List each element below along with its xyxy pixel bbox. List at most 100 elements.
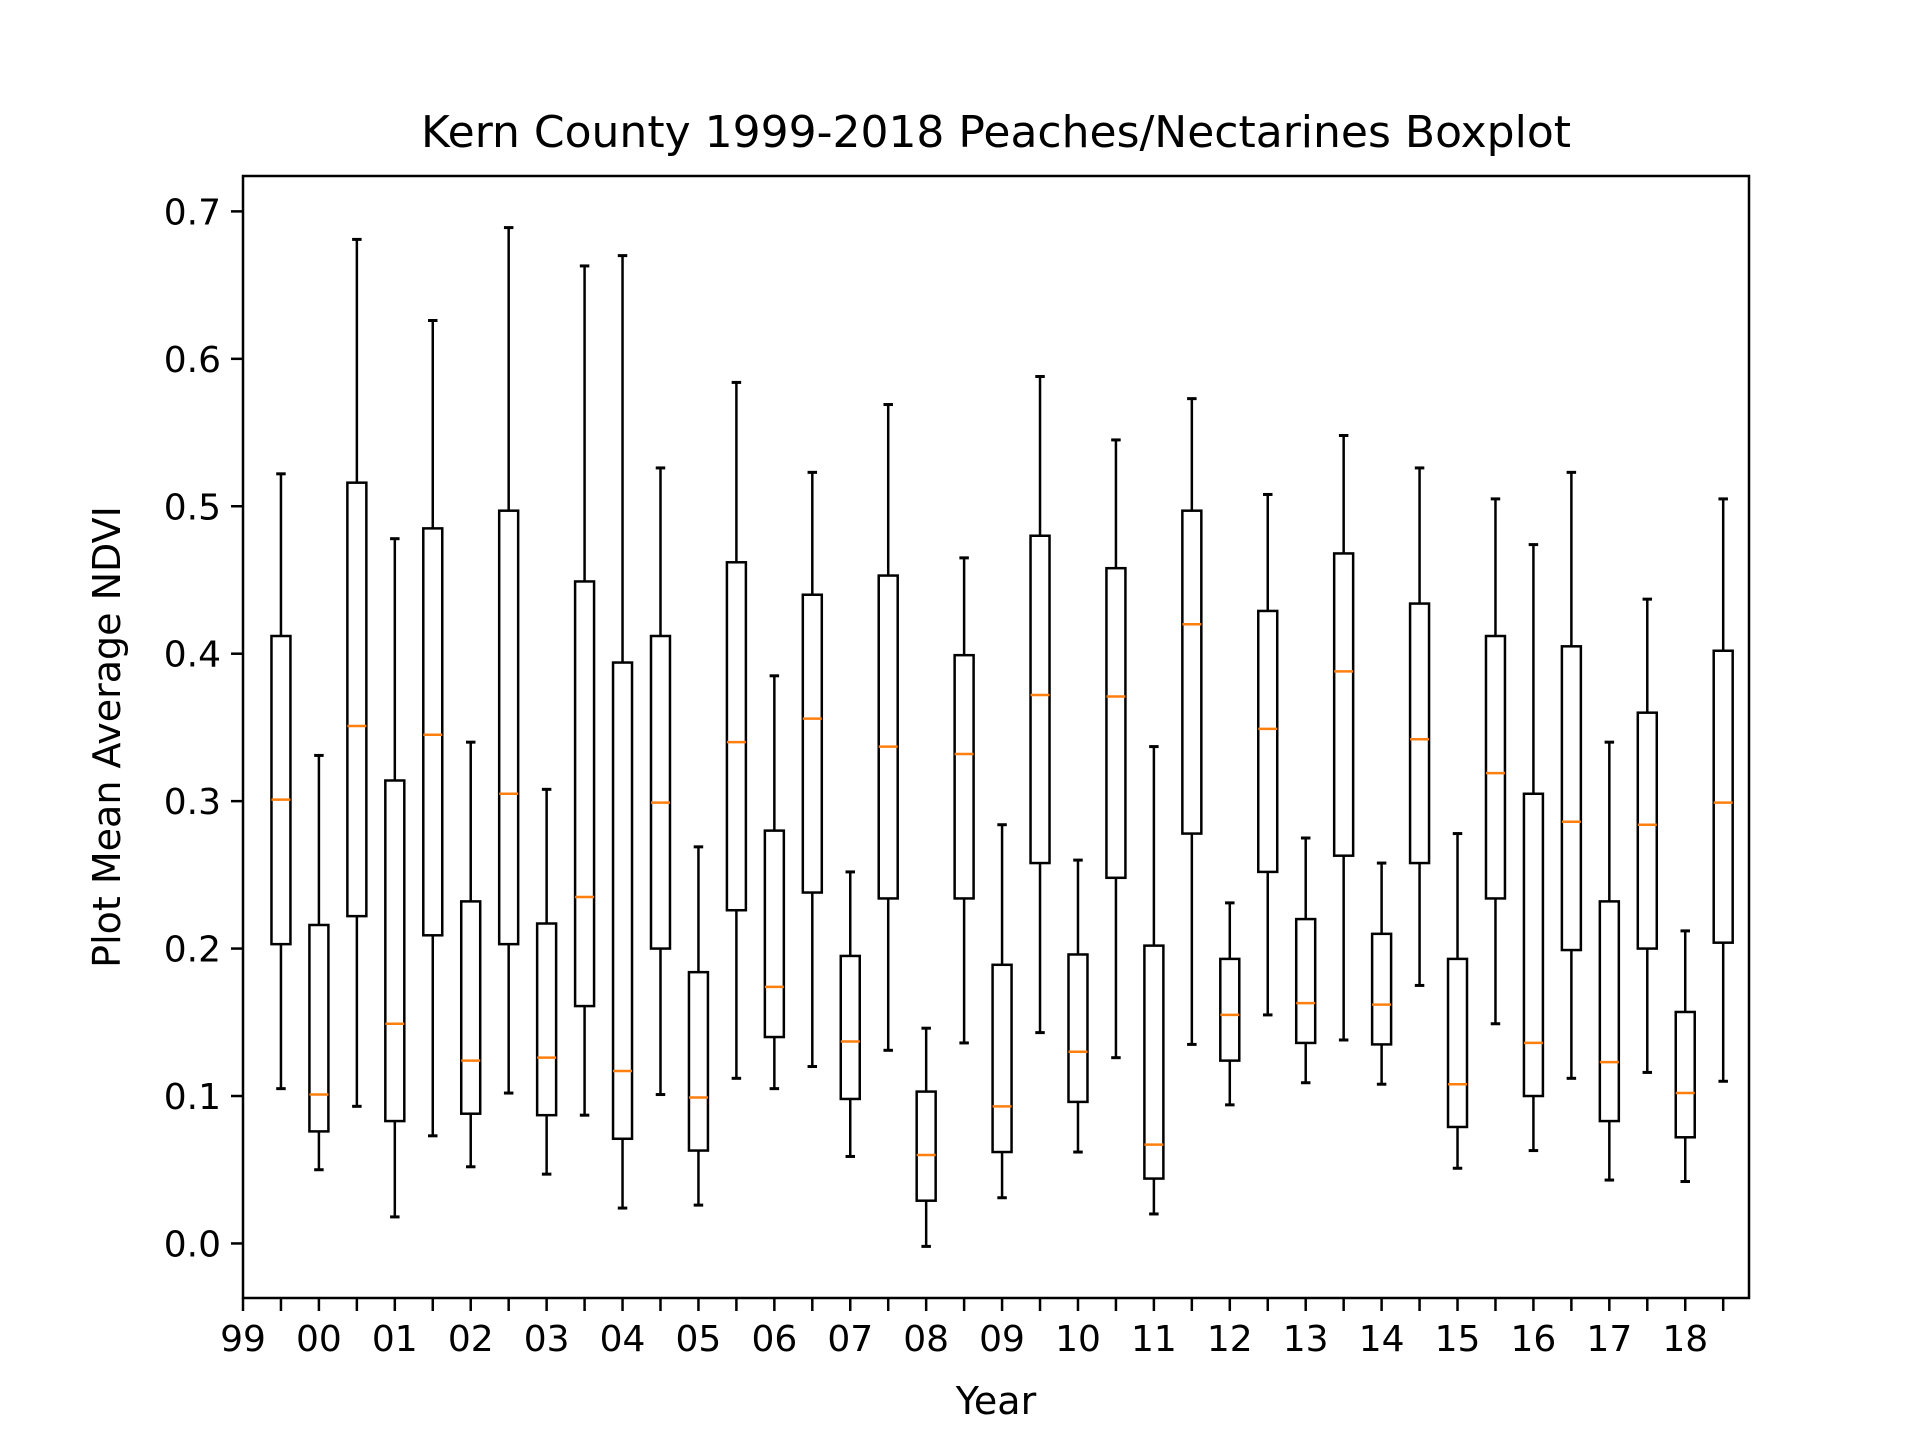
box-item: [1105, 438, 1127, 1060]
box-body: [1484, 634, 1507, 900]
y-tick-label: 0.4: [164, 635, 221, 676]
box-item: [270, 472, 292, 1091]
box-item: [1332, 433, 1355, 1042]
box-body: [1067, 953, 1089, 1104]
box-item: [1446, 832, 1469, 1170]
box-item: [839, 870, 861, 1158]
x-tick-label: 11: [1131, 1319, 1177, 1360]
box-item: [1484, 497, 1507, 1026]
x-tick-label: 00: [296, 1319, 342, 1360]
chart-title: Kern County 1999-2018 Peaches/Nectarines…: [421, 107, 1571, 158]
y-axis-label: Plot Mean Average NDVI: [85, 506, 129, 968]
box-body: [915, 1090, 937, 1202]
box-body: [953, 653, 975, 900]
box-body: [1598, 900, 1621, 1123]
box-body: [611, 661, 634, 1141]
box-item: [497, 226, 520, 1095]
box-body: [877, 574, 899, 900]
x-tick-label: 04: [600, 1319, 646, 1360]
x-tick-label: 07: [827, 1319, 873, 1360]
box-body: [1408, 602, 1431, 865]
box-item: [346, 237, 368, 1108]
x-tick-label: 03: [524, 1319, 570, 1360]
box-item: [1294, 836, 1317, 1085]
box-item: [953, 556, 975, 1045]
box-item: [1712, 497, 1734, 1083]
x-tick-label: 10: [1055, 1319, 1101, 1360]
box-body: [763, 829, 786, 1039]
box-body: [839, 954, 861, 1101]
box-item: [687, 845, 710, 1207]
box-body: [1143, 944, 1165, 1180]
box-body: [308, 923, 330, 1133]
x-tick-label: 17: [1586, 1319, 1632, 1360]
box-body: [422, 527, 444, 937]
box-body: [1332, 552, 1355, 857]
box-item: [573, 264, 596, 1117]
box-body: [1674, 1010, 1696, 1139]
box-item: [1181, 397, 1203, 1046]
x-tick-label: 13: [1283, 1319, 1329, 1360]
y-tick-label: 0.6: [164, 340, 221, 381]
y-axis: 0.0 0.1 0.2 0.3 0.4 0.5 0.6 0.7: [164, 192, 243, 1265]
box-body: [1370, 932, 1393, 1046]
x-tick-label: 14: [1359, 1319, 1405, 1360]
y-tick-label: 0.3: [164, 782, 221, 823]
box-body: [346, 481, 368, 918]
x-tick-label: 05: [676, 1319, 722, 1360]
box-item: [1560, 470, 1583, 1080]
box-item: [991, 823, 1013, 1200]
box-body: [1029, 534, 1051, 865]
box-body: [1105, 566, 1127, 880]
y-tick-label: 0.2: [164, 930, 221, 971]
box-item: [1370, 861, 1393, 1086]
box-body: [1636, 711, 1659, 950]
x-tick-label: 15: [1435, 1319, 1481, 1360]
box-item: [915, 1026, 937, 1248]
box-item: [1067, 858, 1089, 1154]
box-item: [1143, 745, 1165, 1216]
y-tick-label: 0.7: [164, 192, 221, 233]
x-tick-label: 16: [1511, 1319, 1557, 1360]
box-body: [270, 634, 292, 946]
box-item: [1029, 375, 1051, 1035]
box-body: [649, 634, 672, 950]
y-tick-label: 0.5: [164, 487, 221, 528]
box-body: [1219, 957, 1241, 1062]
x-tick-label: 99: [220, 1319, 266, 1360]
box-body: [725, 561, 748, 912]
x-axis: 99 00 01 02 03 04 05 06 07 08 09 10 11 12 13 14 15 16 17 18: [220, 1298, 1725, 1360]
box-item: [801, 470, 824, 1069]
box-body: [1560, 645, 1583, 952]
y-tick-label: 0.0: [164, 1224, 221, 1265]
box-item: [763, 674, 786, 1091]
x-tick-label: 18: [1662, 1319, 1708, 1360]
box-item: [611, 254, 634, 1210]
box-body: [1181, 509, 1203, 835]
box-item: [459, 740, 482, 1169]
box-item: [877, 403, 899, 1052]
box-item: [1408, 466, 1431, 987]
box-item: [1674, 929, 1696, 1184]
box-item: [1257, 492, 1279, 1017]
box-body: [1294, 917, 1317, 1045]
box-body: [384, 779, 406, 1123]
box-body: [1257, 609, 1279, 874]
box-body: [573, 580, 596, 1008]
box-body: [497, 509, 520, 946]
box-body: [991, 963, 1013, 1154]
x-tick-label: 06: [751, 1319, 797, 1360]
box-item: [1636, 597, 1659, 1074]
box-item: [308, 753, 330, 1172]
box-item: [1598, 740, 1621, 1182]
box-body: [687, 970, 710, 1152]
x-tick-label: 08: [903, 1319, 949, 1360]
x-tick-label: 12: [1207, 1319, 1253, 1360]
box-body: [1712, 649, 1734, 944]
box-body: [1522, 792, 1545, 1098]
box-body: [535, 922, 558, 1117]
x-tick-label: 02: [448, 1319, 494, 1360]
box-body: [801, 593, 824, 894]
box-item: [535, 787, 558, 1176]
